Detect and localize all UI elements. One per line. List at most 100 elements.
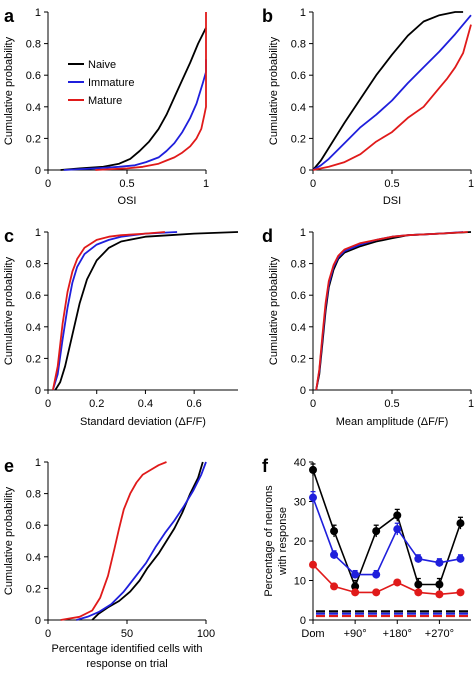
y-tick-label-a: 0.6 <box>26 70 41 82</box>
y-tick-label-c: 0.2 <box>26 353 41 365</box>
y-tick-label-b: 0.2 <box>291 133 306 145</box>
data-point-immature <box>372 570 381 579</box>
data-point-immature <box>393 525 402 534</box>
legend-entry-immature: Immature <box>88 77 134 89</box>
y-tick-label-c: 0.6 <box>26 290 41 302</box>
panel-a: a 0 0.2 0.4 0.6 0.8 1 0 0.5 1 Cumulative probabili… <box>3 6 209 207</box>
panel-f: f 0 10 20 30 40 Dom +90° +180° +270° Percentage of… <box>262 456 471 640</box>
series-line-mature <box>60 461 167 621</box>
y-axis-label-d: Cumulative probability <box>268 256 280 365</box>
data-point-mature <box>435 590 444 599</box>
y-tick-label-d: 0.8 <box>291 259 306 271</box>
x-tick-label-f: +180° <box>383 628 412 640</box>
data-point-naive <box>414 580 423 589</box>
panel-b: b 0 0.2 0.4 0.6 0.8 1 0 0.5 1 Cumulative probabili… <box>262 6 474 207</box>
y-tick-label-c: 0.4 <box>26 322 41 334</box>
y-tick-label-e: 0.8 <box>26 489 41 501</box>
x-tick-label-f: +270° <box>425 628 454 640</box>
x-tick-label-a: 0.5 <box>119 178 134 190</box>
y-tick-label-f: 10 <box>294 576 306 588</box>
x-axis-label-e: Percentage identified cells with <box>51 643 202 655</box>
y-tick-label-a: 0.4 <box>26 102 41 114</box>
panel-label-e: e <box>4 456 14 476</box>
series-line-naive <box>60 27 207 171</box>
data-point-mature <box>414 588 423 597</box>
y-axis-label-2-f: with response <box>277 507 289 576</box>
y-tick-label-b: 0 <box>300 165 306 177</box>
y-tick-label-e: 0.6 <box>26 520 41 532</box>
y-tick-label-d: 0.4 <box>291 322 306 334</box>
y-tick-label-a: 0.8 <box>26 39 41 51</box>
data-point-mature <box>393 578 402 587</box>
data-point-mature <box>351 588 360 597</box>
series-line-immature <box>312 14 472 171</box>
series-line-naive <box>54 231 239 391</box>
x-tick-label-a: 0 <box>45 178 51 190</box>
data-point-immature <box>435 558 444 567</box>
y-tick-label-d: 0 <box>300 385 306 397</box>
y-tick-label-a: 0 <box>35 165 41 177</box>
x-axis-label-d: Mean amplitude (ΔF/F) <box>336 416 449 428</box>
data-point-mature <box>330 582 339 591</box>
x-tick-label-e: 50 <box>121 628 133 640</box>
y-tick-label-d: 0.2 <box>291 353 306 365</box>
data-point-naive <box>456 519 465 528</box>
panel-label-f: f <box>262 456 269 476</box>
x-tick-label-b: 0 <box>310 178 316 190</box>
series-line-mature <box>95 12 207 171</box>
data-point-naive <box>309 465 317 474</box>
y-tick-label-f: 0 <box>300 615 306 627</box>
y-axis-label-e: Cumulative probability <box>3 486 15 595</box>
data-point-naive <box>351 582 360 591</box>
series-line-immature <box>52 231 178 391</box>
y-tick-label-c: 0.8 <box>26 259 41 271</box>
x-tick-label-c: 0.4 <box>138 398 153 410</box>
y-axis-label-a: Cumulative probability <box>3 36 15 145</box>
x-axis-label-a: OSI <box>118 195 137 207</box>
x-tick-label-a: 1 <box>203 178 209 190</box>
data-point-naive <box>435 580 444 589</box>
y-tick-label-b: 1 <box>300 7 306 19</box>
data-point-naive <box>372 527 381 536</box>
y-axis-label-f: Percentage of neurons <box>263 485 275 597</box>
y-tick-label-e: 0.4 <box>26 552 41 564</box>
data-point-immature <box>456 554 465 563</box>
panel-label-a: a <box>4 6 15 26</box>
x-tick-label-d: 1 <box>468 398 474 410</box>
data-point-immature <box>309 493 317 502</box>
y-axis-label-c: Cumulative probability <box>3 256 15 365</box>
y-tick-label-f: 30 <box>294 497 306 509</box>
y-tick-label-f: 20 <box>294 536 306 548</box>
series-line-immature <box>63 59 207 171</box>
panel-label-d: d <box>262 226 273 246</box>
y-tick-label-d: 1 <box>300 227 306 239</box>
series-line-mature <box>52 231 165 391</box>
panel-e: e 0 0.2 0.4 0.6 0.8 1 0 50 100 Cumulative probabil… <box>3 456 215 670</box>
x-axis-label-c: Standard deviation (ΔF/F) <box>80 416 206 428</box>
y-tick-label-a: 1 <box>35 7 41 19</box>
panel-c: c 0 0.2 0.4 0.6 0.8 1 0 0.2 0.4 0.6 Cumulative prob… <box>3 226 239 428</box>
y-tick-label-b: 0.8 <box>291 39 306 51</box>
series-line-mature <box>312 24 472 171</box>
y-tick-label-c: 0 <box>35 385 41 397</box>
data-point-immature <box>351 570 360 579</box>
x-axis-label-b: DSI <box>383 195 401 207</box>
data-point-immature <box>330 550 339 559</box>
x-tick-label-b: 1 <box>468 178 474 190</box>
y-tick-label-e: 1 <box>35 457 41 469</box>
x-tick-label-c: 0.6 <box>187 398 202 410</box>
y-axis-label-b: Cumulative probability <box>268 36 280 145</box>
series-line-mature <box>315 231 468 391</box>
y-tick-label-c: 1 <box>35 227 41 239</box>
x-tick-label-e: 0 <box>45 628 51 640</box>
y-tick-label-f: 40 <box>294 457 306 469</box>
x-tick-label-d: 0.5 <box>384 398 399 410</box>
x-tick-label-c: 0.2 <box>89 398 104 410</box>
legend-entry-naive: Naive <box>88 59 116 71</box>
y-tick-label-a: 0.2 <box>26 133 41 145</box>
data-point-mature <box>372 588 381 597</box>
x-tick-label-f: Dom <box>301 628 324 640</box>
legend-entry-mature: Mature <box>88 95 122 107</box>
x-tick-label-c: 0 <box>45 398 51 410</box>
